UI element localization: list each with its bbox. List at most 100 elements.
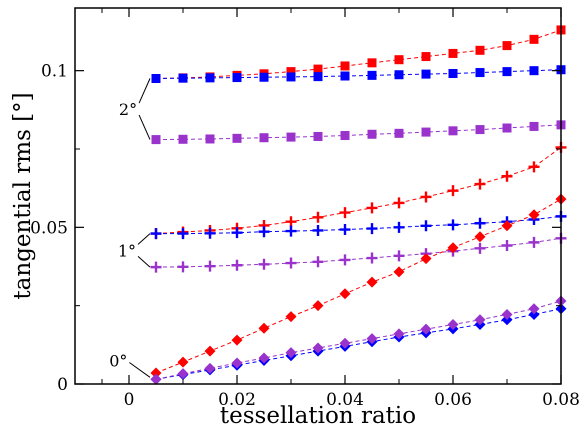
data-point (475, 68, 485, 78)
data-point (421, 127, 431, 137)
series-1 (151, 65, 566, 83)
data-point (529, 34, 539, 44)
data-point (205, 134, 215, 144)
x-tick-label: 0.04 (326, 390, 364, 410)
leader-line (138, 114, 151, 140)
data-point (151, 135, 161, 145)
data-point (475, 45, 485, 55)
data-point (286, 67, 296, 77)
data-point (177, 261, 189, 273)
data-point (232, 133, 242, 143)
data-point (447, 242, 459, 254)
data-point (474, 178, 486, 190)
data-point (312, 224, 324, 236)
x-tick-label: 0 (124, 390, 135, 410)
data-point (366, 252, 378, 264)
data-point (448, 126, 458, 136)
data-point (502, 41, 512, 51)
data-point (448, 48, 458, 58)
data-point (285, 347, 297, 359)
series-2 (151, 120, 566, 145)
data-point (312, 211, 324, 223)
data-point (258, 226, 270, 238)
data-point (151, 74, 161, 83)
data-point (231, 227, 243, 239)
series-6 (150, 193, 567, 379)
series-4 (150, 210, 567, 240)
data-point (312, 342, 324, 354)
data-point (502, 123, 512, 133)
data-point (528, 161, 540, 173)
data-point (204, 362, 216, 374)
data-point (528, 236, 540, 248)
leader-line (137, 255, 151, 268)
data-point (448, 68, 458, 78)
data-point (421, 69, 431, 79)
data-point (178, 73, 188, 83)
data-point (313, 64, 323, 74)
series-line (156, 215, 562, 235)
data-point (501, 240, 513, 252)
data-point (313, 131, 323, 141)
data-point (501, 308, 513, 320)
data-point (285, 216, 297, 228)
y-tick-label: 0 (57, 375, 68, 395)
data-point (231, 357, 243, 369)
data-point (285, 225, 297, 237)
series-8 (150, 295, 567, 385)
data-point (150, 373, 162, 385)
series-line (155, 300, 562, 380)
data-point (232, 73, 242, 83)
data-point (340, 131, 350, 141)
data-point (420, 220, 432, 232)
data-point (447, 318, 459, 330)
annotation-label: 0° (109, 352, 127, 371)
data-point (420, 253, 432, 265)
group-annotations: 2° 1° 0° (109, 78, 151, 378)
data-point (367, 129, 377, 139)
annotation-label: 2° (119, 100, 137, 119)
data-point (393, 328, 405, 340)
x-tick-label: 0.08 (542, 390, 580, 410)
data-point (312, 300, 324, 312)
data-marks (150, 25, 567, 385)
data-point (528, 303, 540, 315)
data-point (447, 219, 459, 231)
series-line (155, 308, 562, 380)
data-point (339, 224, 351, 236)
y-tick-label: 0.05 (30, 218, 68, 238)
data-point (367, 58, 377, 68)
data-point (339, 254, 351, 266)
data-point (204, 345, 216, 357)
data-point (393, 197, 405, 209)
data-point (393, 266, 405, 278)
tick-labels: 0 0.02 0.04 0.06 0.08 0 0.05 0.1 (30, 62, 580, 410)
data-point (204, 227, 216, 239)
series-line (155, 69, 562, 79)
data-point (421, 52, 431, 62)
data-point (501, 170, 513, 182)
data-point (258, 352, 270, 364)
data-point (447, 185, 459, 197)
data-point (312, 256, 324, 268)
data-point (420, 191, 432, 203)
data-point (258, 322, 270, 334)
data-point (259, 72, 269, 82)
data-point (340, 71, 350, 81)
series-5 (150, 232, 567, 273)
series-line (155, 146, 562, 235)
data-point (367, 70, 377, 80)
annotation-label: 1° (118, 241, 136, 260)
x-tick-label: 0.06 (434, 390, 472, 410)
y-axis-title: tangential rms [°] (10, 92, 36, 299)
data-point (231, 334, 243, 346)
data-point (474, 217, 486, 229)
data-point (528, 209, 540, 221)
data-point (231, 259, 243, 271)
data-point (177, 368, 189, 380)
data-point (393, 221, 405, 233)
data-point (528, 308, 540, 320)
data-point (501, 220, 513, 232)
data-point (502, 67, 512, 77)
data-point (150, 261, 162, 273)
